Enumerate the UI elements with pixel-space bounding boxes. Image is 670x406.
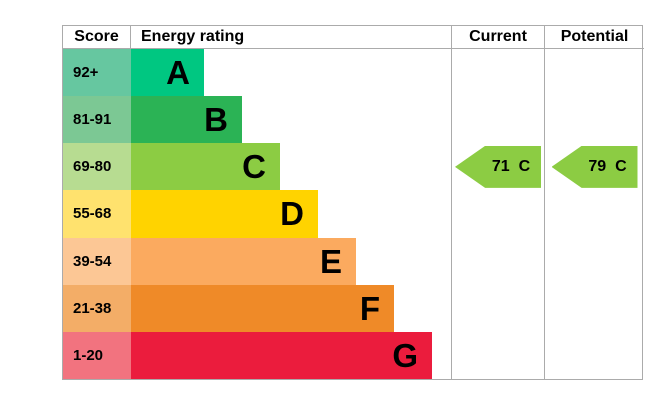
column-header-score: Score [63, 26, 131, 49]
column-header-current: Current [451, 26, 544, 49]
current-cell-a [451, 49, 544, 97]
potential-cell-b [544, 96, 644, 144]
potential-header-label: Potential [560, 28, 629, 45]
potential-rating-band: C [615, 157, 627, 175]
rating-bar-c: C [131, 143, 280, 191]
epc-table: Score Energy rating Current Potential 92… [62, 25, 644, 380]
rating-bar-cell-a: A [131, 49, 451, 97]
score-band-f: 21-38 [63, 284, 131, 332]
rating-bar-cell-c: C [131, 143, 451, 191]
score-band-c-label: 69-80 [73, 158, 112, 176]
score-band-e: 39-54 [63, 237, 131, 285]
potential-cell-d [544, 190, 644, 238]
score-band-b: 81-91 [63, 96, 131, 144]
rating-bar-cell-f: F [131, 284, 451, 332]
score-band-e-label: 39-54 [73, 252, 112, 270]
potential-rating-value: 79 [588, 157, 607, 175]
rating-bar-a: A [131, 49, 204, 97]
current-cell-b [451, 96, 544, 144]
column-header-energy-rating: Energy rating [131, 26, 451, 49]
score-band-d-label: 55-68 [73, 205, 112, 223]
current-cell-g [451, 331, 544, 379]
current-rating-band: C [518, 157, 531, 175]
rating-bar-b: B [131, 96, 242, 144]
score-band-f-label: 21-38 [73, 299, 112, 317]
score-band-a: 92+ [63, 49, 131, 97]
rating-letter-g: G [392, 336, 418, 374]
energy-rating-header-label: Energy rating [141, 28, 245, 45]
current-header-label: Current [469, 28, 527, 45]
score-band-c: 69-80 [63, 143, 131, 191]
potential-cell-e [544, 237, 644, 285]
rating-bar-g: G [131, 331, 432, 379]
potential-cell-g [544, 331, 644, 379]
score-band-a-label: 92+ [73, 64, 99, 82]
current-cell-e [451, 237, 544, 285]
score-header-label: Score [74, 28, 119, 45]
current-cell-d [451, 190, 544, 238]
potential-cell-f [544, 284, 644, 332]
potential-cell-c: 79 C [544, 143, 644, 191]
rating-bar-f: F [131, 284, 394, 332]
column-header-potential: Potential [544, 26, 644, 49]
potential-rating-arrow: 79 C [551, 145, 638, 188]
rating-letter-d: D [280, 195, 304, 233]
rating-letter-b: B [204, 101, 228, 139]
rating-bar-d: D [131, 190, 318, 238]
rating-letter-e: E [319, 242, 342, 280]
score-band-b-label: 81-91 [73, 111, 112, 129]
rating-bar-cell-d: D [131, 190, 451, 238]
score-band-g-label: 1-20 [73, 346, 104, 364]
current-rating-arrow: 71 C [455, 145, 541, 188]
current-rating-value: 71 [491, 157, 510, 175]
score-band-g: 1-20 [63, 331, 131, 379]
rating-bar-cell-g: G [131, 331, 451, 379]
score-band-d: 55-68 [63, 190, 131, 238]
rating-letter-f: F [359, 289, 380, 327]
rating-bar-cell-e: E [131, 237, 451, 285]
potential-cell-a [544, 49, 644, 97]
current-cell-f [451, 284, 544, 332]
rating-letter-c: C [242, 148, 266, 186]
rating-bar-e: E [131, 237, 356, 285]
current-cell-c: 71 C [451, 143, 544, 191]
rating-letter-a: A [166, 54, 190, 92]
rating-bar-cell-b: B [131, 96, 451, 144]
